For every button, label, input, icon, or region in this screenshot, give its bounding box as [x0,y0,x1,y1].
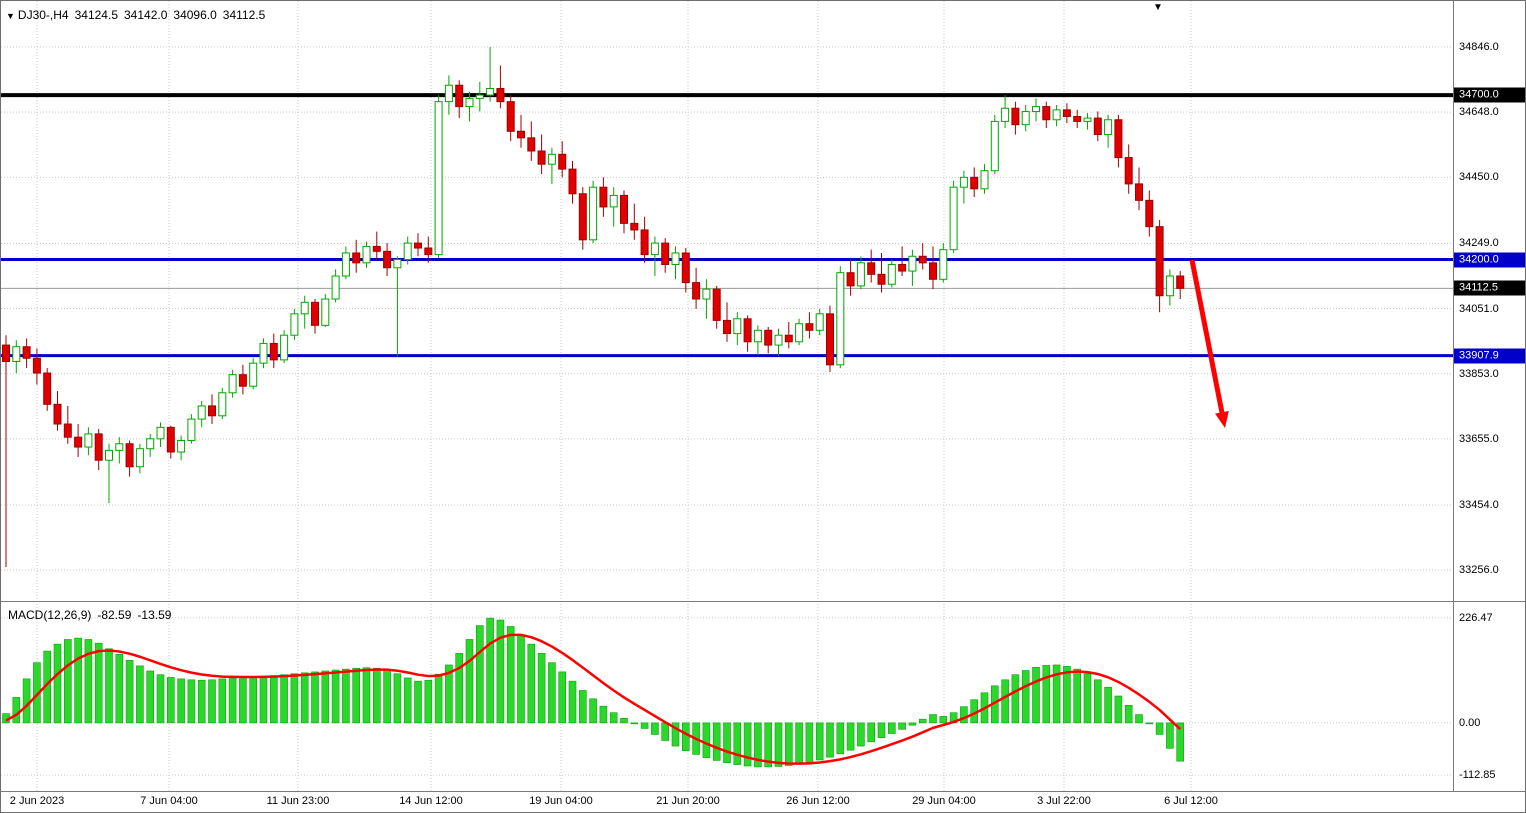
macd-chart-canvas[interactable] [1,601,1453,791]
time-axis-label: 29 Jun 04:00 [912,795,976,807]
symbol-header: ▼ DJ30-,H4 34124.5 34142.0 34096.0 34112.5 [6,8,271,22]
symbol-period-label: DJ30-,H4 [17,8,69,22]
symbol-dropdown-icon[interactable]: ▼ [6,11,15,21]
time-axis-label: 7 Jun 04:00 [140,795,198,807]
last-bar-position-icon: ▼ [1153,2,1163,13]
price-axis[interactable]: 34846.0 34648.0 34450.0 34249.0 34051.0 33853… [1453,1,1525,791]
ohlc-low: 34096.0 [173,8,217,22]
macd-signal-value: -13.59 [137,608,172,622]
time-axis-label: 19 Jun 04:00 [529,795,593,807]
price-axis-label: 34249.0 [1459,237,1499,250]
price-chart-canvas[interactable] [1,1,1453,601]
price-axis-label: 33853.0 [1459,367,1499,380]
macd-axis-label: 0.00 [1459,716,1481,729]
time-axis[interactable]: 2 Jun 2023 7 Jun 04:00 11 Jun 23:00 14 Jun … [1,791,1525,812]
price-axis-label: 33454.0 [1459,498,1499,511]
price-axis-label: 34051.0 [1459,302,1499,315]
ohlc-open: 34124.5 [74,8,118,22]
macd-axis-label: -112.85 [1459,769,1496,782]
time-axis-divider [1,791,1525,792]
price-axis-label: 33655.0 [1459,432,1499,445]
time-axis-label: 3 Jul 22:00 [1037,795,1091,807]
ohlc-high: 34142.0 [124,8,168,22]
macd-main-value: -82.59 [97,608,132,622]
price-axis-label: 33256.0 [1459,564,1499,577]
time-axis-label: 6 Jul 12:00 [1164,795,1218,807]
price-level-badge: 34112.5 [1454,280,1525,296]
macd-axis-label: 226.47 [1459,611,1493,624]
time-axis-label: 11 Jun 23:00 [266,795,330,807]
macd-name: MACD(12,26,9) [8,608,92,622]
time-axis-label: 2 Jun 2023 [9,795,65,807]
price-level-badge: 34200.0 [1454,252,1525,268]
price-axis-label: 34846.0 [1459,41,1499,54]
ohlc-close: 34112.5 [222,8,266,22]
macd-indicator-label: MACD(12,26,9) -82.59 -13.59 [8,608,177,622]
time-axis-label: 26 Jun 12:00 [786,795,850,807]
price-level-badge: 33907.9 [1454,348,1525,364]
price-level-badge: 34700.0 [1454,87,1525,103]
time-axis-label: 14 Jun 12:00 [399,795,463,807]
pane-divider[interactable] [1,601,1525,602]
price-axis-label: 34648.0 [1459,106,1499,119]
time-axis-label: 21 Jun 20:00 [656,795,720,807]
price-axis-label: 34450.0 [1459,171,1499,184]
